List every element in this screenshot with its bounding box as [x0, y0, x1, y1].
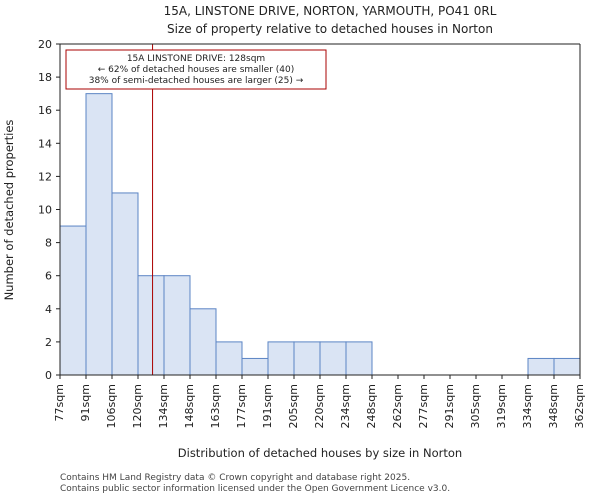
bar-91sqm: [85, 93, 113, 376]
y-tick-label: 20: [38, 38, 52, 51]
bar-334sqm: [527, 357, 555, 376]
x-tick-label-348sqm: 348sqm: [547, 384, 560, 428]
bar-77sqm: [59, 225, 87, 376]
y-tick-label: 10: [38, 204, 52, 217]
bar-191sqm: [267, 341, 295, 376]
x-tick-label-134sqm: 134sqm: [157, 384, 170, 428]
footer-line-1: Contains HM Land Registry data © Crown c…: [60, 473, 411, 483]
y-tick-label: 16: [38, 104, 52, 117]
x-tick-label-248sqm: 248sqm: [365, 384, 378, 428]
bar-348sqm: [553, 357, 581, 376]
annotation-border: [65, 49, 327, 90]
bar-220sqm: [319, 341, 347, 376]
x-tick-label-319sqm: 319sqm: [495, 384, 508, 428]
x-tick-label-334sqm: 334sqm: [521, 384, 534, 428]
y-tick-label: 18: [38, 71, 52, 84]
y-axis-label: Number of detached properties: [2, 120, 16, 301]
annotation-line-3: 38% of semi-detached houses are larger (…: [89, 76, 304, 86]
bar-205sqm: [293, 341, 321, 376]
x-tick-label-262sqm: 262sqm: [391, 384, 404, 428]
annotation-line-2: ← 62% of detached houses are smaller (40…: [98, 65, 295, 75]
y-tick-label: 8: [45, 237, 52, 250]
x-tick-label-362sqm: 362sqm: [573, 384, 586, 428]
bar-120sqm: [137, 275, 165, 376]
y-tick-label: 12: [38, 170, 52, 183]
x-tick-label-234sqm: 234sqm: [339, 384, 352, 428]
chart-title: 15A, LINSTONE DRIVE, NORTON, YARMOUTH, P…: [164, 4, 497, 18]
bar-134sqm: [163, 275, 191, 376]
x-tick-label-77sqm: 77sqm: [53, 384, 66, 421]
x-tick-label-120sqm: 120sqm: [131, 384, 144, 428]
x-tick-label-220sqm: 220sqm: [313, 384, 326, 428]
x-tick-label-291sqm: 291sqm: [443, 384, 456, 428]
x-axis-label: Distribution of detached houses by size …: [178, 446, 462, 460]
y-tick-label: 14: [38, 137, 52, 150]
x-tick-label-148sqm: 148sqm: [183, 384, 196, 428]
y-tick-label: 2: [45, 336, 52, 349]
x-tick-label-191sqm: 191sqm: [261, 384, 274, 428]
x-tick-label-163sqm: 163sqm: [209, 384, 222, 428]
x-ticks: 77sqm 91sqm 106sqm 120sqm 134sqm 148sqm 163sqm…: [53, 375, 586, 428]
y-tick-label: 0: [45, 369, 52, 382]
bar-148sqm: [189, 308, 217, 376]
y-ticks: 0 2 4 6 8 10 12 14 16 18 20: [38, 38, 60, 382]
x-tick-label-277sqm: 277sqm: [417, 384, 430, 428]
annotation-box: 15A LINSTONE DRIVE: 128sqm ← 62% of deta…: [65, 49, 327, 90]
x-tick-label-205sqm: 205sqm: [287, 384, 300, 428]
bars-group: [59, 93, 581, 376]
bar-234sqm: [345, 341, 373, 376]
x-tick-label-177sqm: 177sqm: [235, 384, 248, 428]
x-tick-label-305sqm: 305sqm: [469, 384, 482, 428]
bar-163sqm: [215, 341, 243, 376]
footer-line-2: Contains public sector information licen…: [60, 484, 451, 494]
bar-106sqm: [111, 192, 139, 376]
annotation-line-1: 15A LINSTONE DRIVE: 128sqm: [127, 54, 265, 64]
bar-177sqm: [241, 357, 269, 376]
y-tick-label: 6: [45, 270, 52, 283]
chart-subtitle: Size of property relative to detached ho…: [167, 22, 493, 36]
x-tick-label-106sqm: 106sqm: [105, 384, 118, 428]
y-tick-label: 4: [45, 303, 52, 316]
x-tick-label-91sqm: 91sqm: [79, 384, 92, 421]
